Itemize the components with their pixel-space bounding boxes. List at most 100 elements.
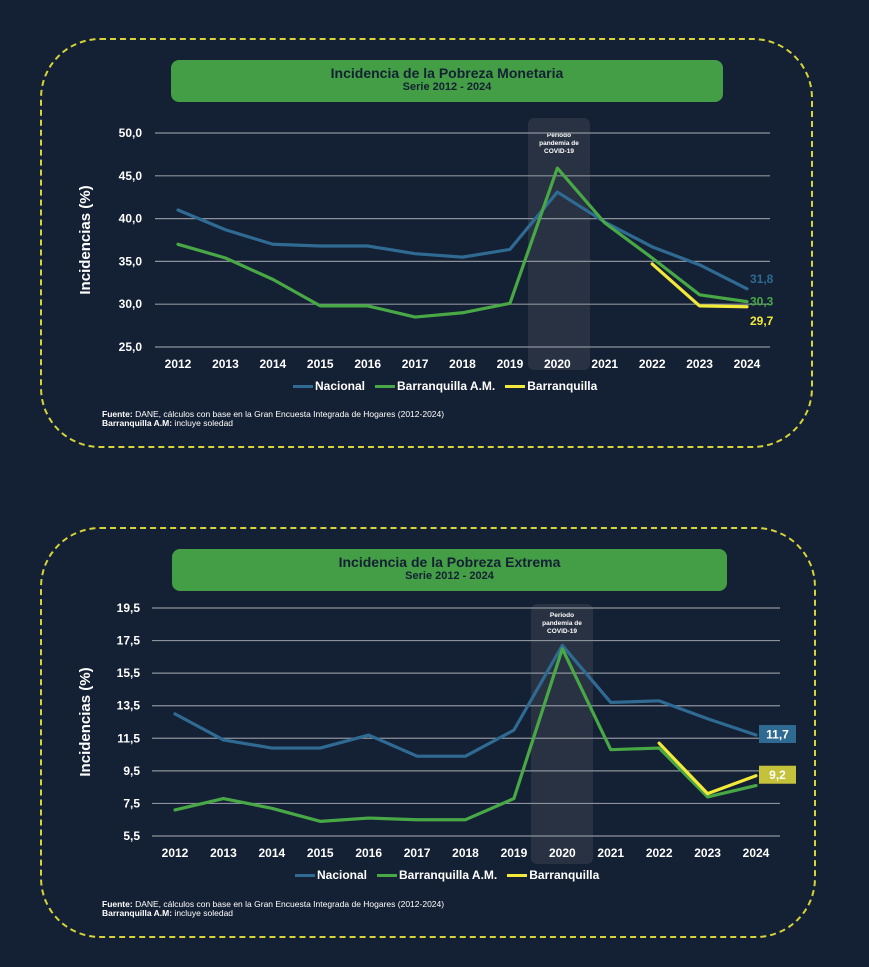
y-tick-label: 30,0 [119, 297, 143, 311]
y-tick-label: 11,5 [117, 731, 140, 745]
chart-title: Incidencia de la Pobreza Monetaria [330, 65, 564, 81]
end-value-label: 29,7 [750, 314, 774, 328]
legend-swatch [295, 873, 315, 877]
chart-subtitle: Serie 2012 - 2024 [405, 570, 494, 582]
x-tick-label: 2012 [165, 357, 192, 371]
x-tick-label: 2020 [544, 357, 571, 371]
legend-swatch [507, 873, 528, 877]
x-tick-label: 2012 [162, 846, 189, 860]
source-label: Fuente: [102, 409, 133, 419]
source-label: Fuente: [102, 899, 133, 909]
source-note: Fuente: DANE, cálculos con base en la Gr… [102, 410, 444, 428]
x-tick-label: 2017 [404, 846, 431, 860]
legend-swatch [375, 384, 396, 388]
x-tick-label: 2024 [734, 357, 761, 371]
legend-swatch [377, 873, 398, 877]
y-tick-label: 50,0 [119, 126, 143, 140]
end-value-label: 11,7 [766, 728, 789, 742]
end-value-box [759, 725, 796, 744]
x-tick-label: 2018 [452, 846, 479, 860]
chart-panel-monetaria [40, 38, 813, 448]
y-tick-label: 9,5 [123, 764, 140, 778]
y-tick-label: 19,5 [117, 601, 141, 615]
x-tick-label: 2015 [307, 357, 334, 371]
y-tick-label: 13,5 [117, 699, 141, 713]
x-tick-label: 2022 [646, 846, 673, 860]
source-text: DANE, cálculos con base en la Gran Encue… [132, 899, 445, 909]
x-tick-label: 2021 [591, 357, 618, 371]
end-value-label: 30,3 [750, 295, 774, 309]
y-tick-label: 15,5 [117, 666, 141, 680]
legend-swatch [505, 384, 526, 388]
x-tick-label: 2016 [354, 357, 381, 371]
legend-label: Barranquilla [527, 379, 598, 393]
legend-item-nacional: Nacional [295, 868, 367, 882]
legend: Nacional Barranquilla A.M. Barranquilla [295, 868, 609, 882]
x-tick-label: 2021 [597, 846, 624, 860]
covid-annotation: COVID-19 [547, 628, 577, 635]
series-line-barranquilla [657, 741, 758, 796]
y-tick-label: 45,0 [119, 169, 143, 183]
chart-subtitle: Serie 2012 - 2024 [402, 81, 492, 93]
x-tick-label: 2024 [743, 846, 770, 860]
legend-item-barranquilla: Barranquilla [507, 868, 599, 882]
x-tick-label: 2013 [212, 357, 239, 371]
note-label: Barranquilla A.M: [102, 908, 173, 918]
x-tick-label: 2013 [210, 846, 237, 860]
note-text: incluye soledad [172, 908, 234, 918]
x-tick-label: 2022 [639, 357, 666, 371]
note-text: incluye soledad [172, 418, 234, 428]
note-label: Barranquilla A.M: [102, 418, 173, 428]
series-line-nacional [173, 643, 758, 758]
x-tick-label: 2019 [501, 846, 528, 860]
covid-annotation: COVID-19 [544, 148, 574, 155]
y-axis-label: Incidencias (%) [77, 667, 94, 776]
x-tick-label: 2014 [259, 357, 286, 371]
y-tick-label: 5,5 [123, 829, 140, 843]
x-tick-label: 2019 [497, 357, 524, 371]
x-tick-label: 2018 [449, 357, 476, 371]
legend-swatch [293, 384, 313, 388]
end-value-label: 9,2 [769, 768, 786, 782]
y-tick-label: 35,0 [119, 254, 143, 268]
series-line-barranquilla_am [173, 647, 758, 823]
chart-title: Incidencia de la Pobreza Extrema [338, 554, 561, 570]
legend-item-nacional: Nacional [293, 379, 365, 393]
legend-label: Barranquilla [529, 868, 600, 882]
y-tick-label: 40,0 [119, 212, 143, 226]
legend-label: Nacional [315, 379, 366, 393]
source-note: Fuente: DANE, cálculos con base en la Gr… [102, 900, 444, 918]
covid-period-band [528, 118, 590, 370]
y-tick-label: 17,5 [117, 634, 141, 648]
chart-title-banner: Incidencia de la Pobreza Extrema Serie 2… [172, 549, 727, 591]
x-tick-label: 2023 [686, 357, 713, 371]
chart-title-banner: Incidencia de la Pobreza Monetaria Serie… [171, 60, 723, 102]
x-tick-label: 2016 [355, 846, 382, 860]
end-value-box [759, 765, 796, 784]
x-tick-label: 2023 [694, 846, 721, 860]
covid-annotation: pandemia de [542, 620, 582, 627]
x-tick-label: 2020 [549, 846, 576, 860]
legend-label: Nacional [317, 868, 368, 882]
covid-annotation: pandemia de [539, 140, 579, 147]
x-tick-label: 2015 [307, 846, 334, 860]
x-tick-label: 2017 [402, 357, 429, 371]
legend-item-barranquilla: Barranquilla [505, 379, 597, 393]
y-axis-label: Incidencias (%) [77, 185, 94, 294]
covid-annotation: Periodo [547, 132, 571, 139]
end-value-label: 31,8 [750, 272, 774, 286]
covid-annotation: Periodo [550, 612, 574, 619]
legend-label: Barranquilla A.M. [399, 868, 498, 882]
legend-item-barranquilla-am: Barranquilla A.M. [375, 379, 495, 393]
y-tick-label: 7,5 [123, 796, 140, 810]
legend-item-barranquilla-am: Barranquilla A.M. [377, 868, 497, 882]
source-text: DANE, cálculos con base en la Gran Encue… [132, 409, 445, 419]
y-tick-label: 25,0 [119, 340, 143, 354]
x-tick-label: 2014 [258, 846, 285, 860]
legend-label: Barranquilla A.M. [397, 379, 496, 393]
legend: Nacional Barranquilla A.M. Barranquilla [293, 379, 607, 393]
covid-period-band [531, 604, 593, 864]
chart-panel-extrema [40, 527, 816, 938]
